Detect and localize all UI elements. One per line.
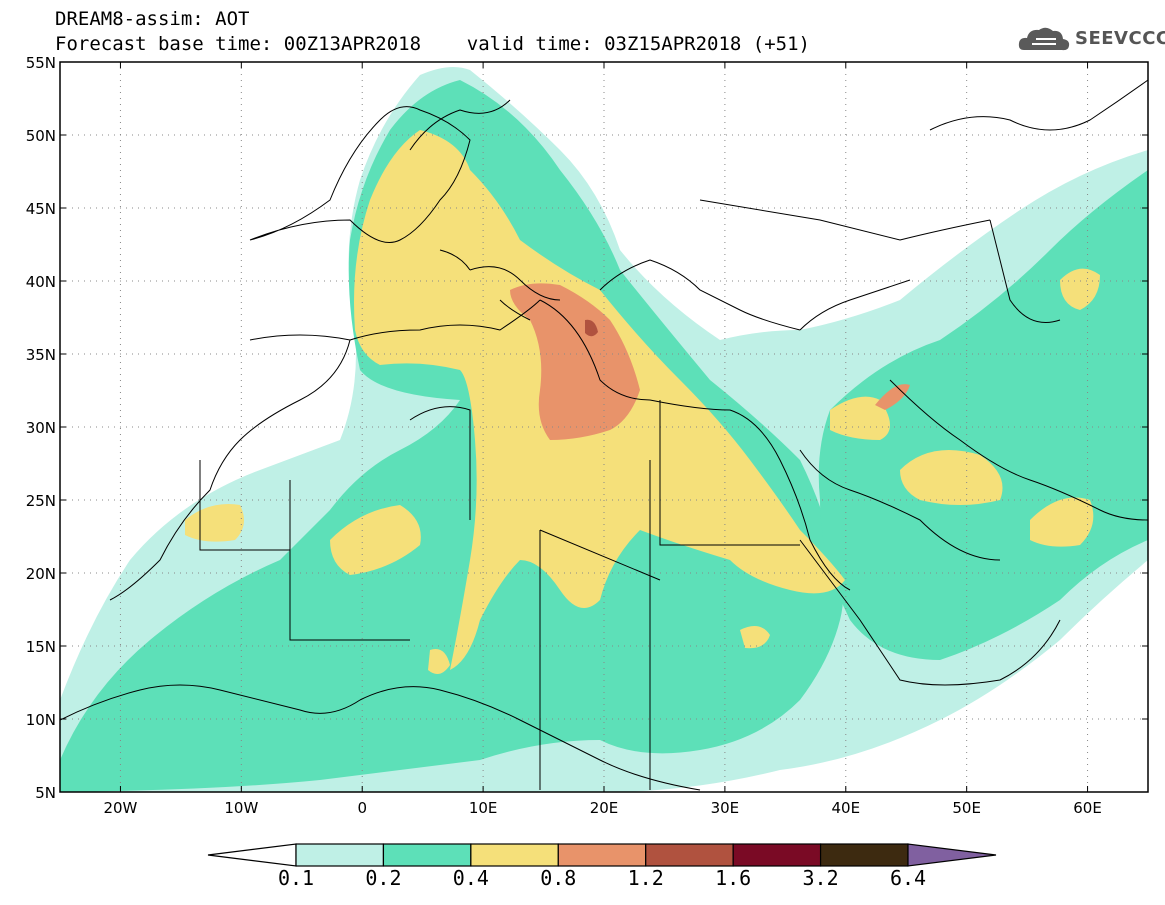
lon-label: 20E [590, 799, 619, 817]
lon-label: 10W [224, 799, 258, 817]
colorbar-level-label: 0.2 [365, 866, 402, 890]
colorbar-segment [732, 843, 822, 867]
forecast-time-line: Forecast base time: 00Z13APR2018 valid t… [55, 33, 810, 55]
colorbar-over-triangle [907, 843, 997, 867]
lat-label: 15N [26, 638, 56, 656]
map-title: DREAM8-assim: AOT [55, 8, 250, 30]
aot-band-1.2-1.6 [585, 319, 598, 337]
lon-label: 30E [711, 799, 740, 817]
lat-label: 20N [26, 565, 56, 583]
colorbar-level-label: 6.4 [889, 866, 927, 890]
lon-label: 60E [1073, 799, 1102, 817]
lat-label: 45N [26, 200, 56, 218]
cloud-icon [1018, 27, 1070, 51]
lat-label: 10N [26, 711, 56, 729]
colorbar-segment [645, 843, 734, 867]
seevccc-logo: SEEVCCC [1075, 28, 1165, 49]
lat-label: 50N [26, 127, 56, 145]
colorbar-segment [819, 843, 909, 867]
lon-label: 0 [357, 799, 367, 817]
colorbar-segment [557, 843, 647, 867]
lat-label: 55N [26, 54, 56, 72]
lon-label: 10E [469, 799, 498, 817]
colorbar-under-triangle [207, 843, 297, 867]
colorbar-level-label: 0.4 [452, 866, 489, 890]
lat-label: 30N [26, 419, 56, 437]
colorbar-segment [470, 843, 559, 867]
latitude-axis: 55N 50N 45N 40N 35N 30N 25N 20N 15N 10N 5N [26, 54, 1148, 802]
longitude-axis: 20W 10W 0 10E 20E 30E 40E 50E 60E [103, 62, 1102, 817]
lon-label: 50E [952, 799, 981, 817]
colorbar-segment [295, 843, 385, 867]
colorbar-level-label: 1.6 [715, 866, 752, 890]
colorbar-level-label: 3.2 [802, 866, 839, 890]
colorbar-level-label: 1.2 [627, 866, 664, 890]
colorbar-level-label: 0.1 [277, 866, 315, 890]
aot-fields [60, 62, 1148, 792]
lon-label: 20W [103, 799, 137, 817]
colorbar [207, 843, 997, 867]
coastlines [60, 79, 1148, 791]
lat-label: 40N [26, 273, 56, 291]
lat-label: 35N [26, 346, 56, 364]
graticule [60, 62, 1148, 792]
lat-label: 25N [26, 492, 56, 510]
colorbar-level-label: 0.8 [540, 866, 577, 890]
lon-label: 40E [831, 799, 860, 817]
colorbar-segment [382, 843, 472, 867]
lat-label: 5N [35, 784, 56, 802]
